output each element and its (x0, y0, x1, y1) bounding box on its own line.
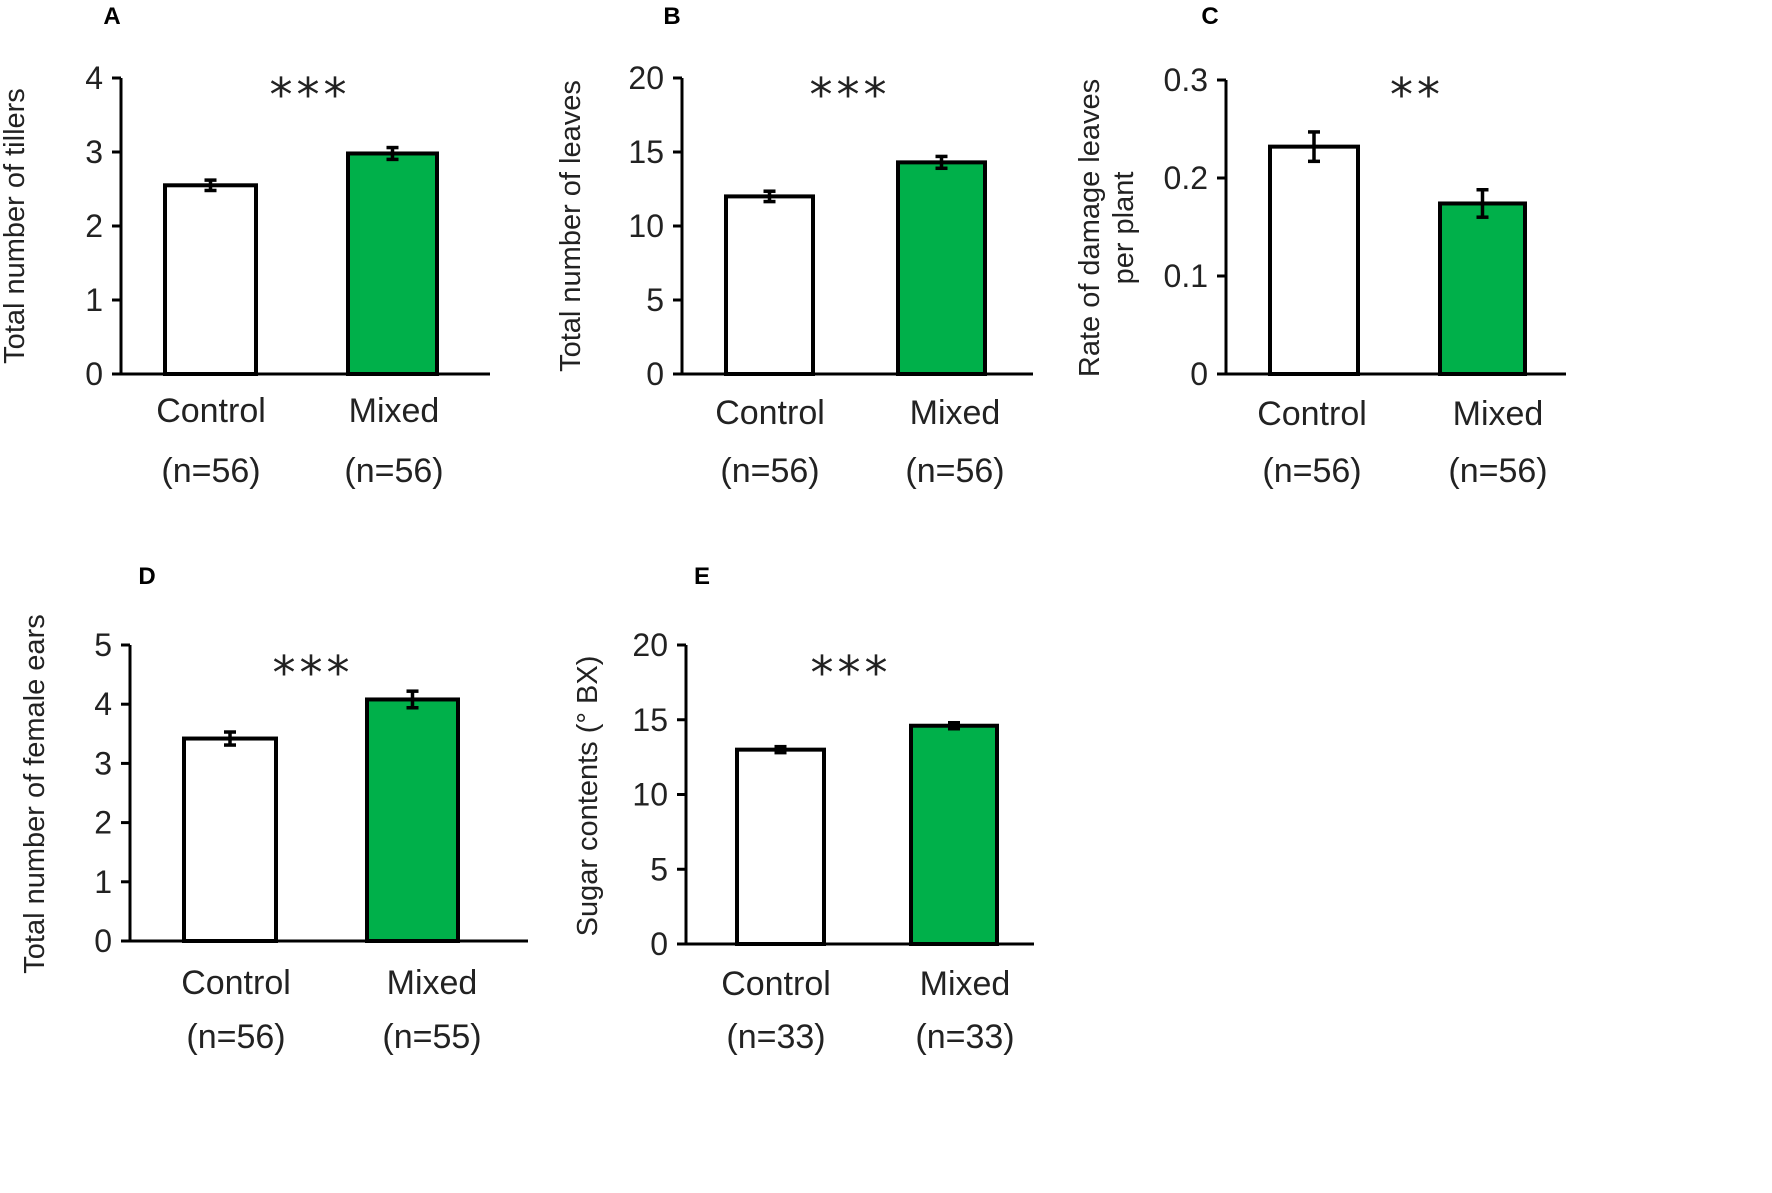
y-tick-label: 5 (94, 627, 112, 663)
sample-size-label: (n=56) (344, 452, 443, 490)
y-axis-label: Rate of damage leavesper plant (1074, 79, 1140, 377)
y-tick-label: 10 (628, 208, 664, 244)
y-tick-label: 1 (85, 282, 103, 318)
panel-letter: E (694, 563, 710, 590)
category-label: Control (1257, 395, 1367, 433)
y-tick-label: 0.1 (1164, 258, 1208, 294)
bar-control (1268, 144, 1360, 376)
y-tick-label: 5 (646, 282, 664, 318)
bar-control (182, 736, 278, 944)
y-tick-label: 5 (650, 851, 668, 887)
y-axis-label-line: per plant (1108, 172, 1140, 285)
y-tick-label: 20 (632, 627, 668, 663)
panel-letter: B (663, 3, 680, 30)
significance-marker: *** (810, 68, 891, 122)
sample-size-label: (n=33) (726, 1018, 825, 1056)
sample-size-label: (n=56) (1448, 452, 1547, 490)
chart-panel-b: B 0 5 10 15 20 Total number of leaves Control (n… (555, 3, 1033, 490)
sample-size-label: (n=56) (161, 452, 260, 490)
y-tick-label: 0.3 (1164, 62, 1208, 98)
sample-size-label: (n=33) (915, 1018, 1014, 1056)
y-tick-label: 15 (628, 134, 664, 170)
category-label: Mixed (920, 965, 1011, 1003)
panel-letter: D (138, 563, 155, 590)
panel-letter: C (1201, 3, 1218, 30)
significance-marker: *** (270, 68, 351, 122)
panel-letter: A (103, 3, 120, 30)
category-label: Control (721, 965, 831, 1003)
bar-control (163, 183, 258, 376)
sample-size-label: (n=56) (905, 452, 1004, 490)
y-tick-label: 0 (646, 356, 664, 392)
category-label: Control (181, 964, 291, 1002)
y-axis-label: Sugar contents (° BX) (572, 656, 604, 937)
y-axis-label: Total number of female ears (19, 614, 51, 973)
category-label: Mixed (1453, 395, 1544, 433)
y-tick-label: 4 (94, 686, 112, 722)
category-label: Control (715, 394, 825, 432)
y-tick-label: 0 (94, 923, 112, 959)
y-tick-label: 3 (94, 745, 112, 781)
y-tick-label: 0 (85, 356, 103, 392)
y-tick-label: 0 (650, 926, 668, 962)
y-axis-label: Total number of tillers (0, 88, 31, 364)
sample-size-label: (n=56) (1262, 452, 1361, 490)
category-label: Mixed (387, 964, 478, 1002)
y-tick-label: 1 (94, 864, 112, 900)
y-axis-label: Total number of leaves (555, 80, 587, 372)
y-tick-label: 0.2 (1164, 160, 1208, 196)
y-tick-label: 20 (628, 60, 664, 96)
sample-size-label: (n=55) (382, 1018, 481, 1056)
chart-panel-a: A 0 1 2 3 4 Total number of tillers Control (n=5… (0, 3, 490, 490)
chart-panel-e: E 0 5 10 15 20 Sugar contents (° BX) Control (n=… (572, 563, 1034, 1056)
y-tick-label: 4 (85, 60, 103, 96)
bar-mixed (909, 723, 999, 946)
bar-mixed (1438, 201, 1527, 376)
y-tick-label: 3 (85, 134, 103, 170)
bar-mixed (346, 151, 439, 376)
significance-marker: ** (1390, 68, 1444, 122)
bar-mixed (896, 160, 987, 376)
y-tick-label: 0 (1190, 356, 1208, 392)
y-tick-label: 15 (632, 702, 668, 738)
y-tick-label: 2 (94, 805, 112, 841)
significance-marker: *** (811, 646, 892, 700)
category-label: Control (156, 392, 266, 430)
significance-marker: *** (273, 646, 354, 700)
bar-control (724, 194, 815, 376)
y-tick-label: 10 (632, 777, 668, 813)
bar-mixed (365, 697, 460, 943)
sample-size-label: (n=56) (720, 452, 819, 490)
chart-panel-d: D 0 1 2 3 4 5 Total number of female ears Contro… (19, 563, 528, 1056)
chart-panel-c: C 0 0.1 0.2 0.3 Rate of damage leavesper plan… (1074, 3, 1566, 490)
bar-control (735, 747, 826, 947)
y-tick-label: 2 (85, 208, 103, 244)
sample-size-label: (n=56) (186, 1018, 285, 1056)
category-label: Mixed (349, 392, 440, 430)
y-axis-label-line: Rate of damage leaves (1074, 79, 1106, 377)
category-label: Mixed (910, 394, 1001, 432)
